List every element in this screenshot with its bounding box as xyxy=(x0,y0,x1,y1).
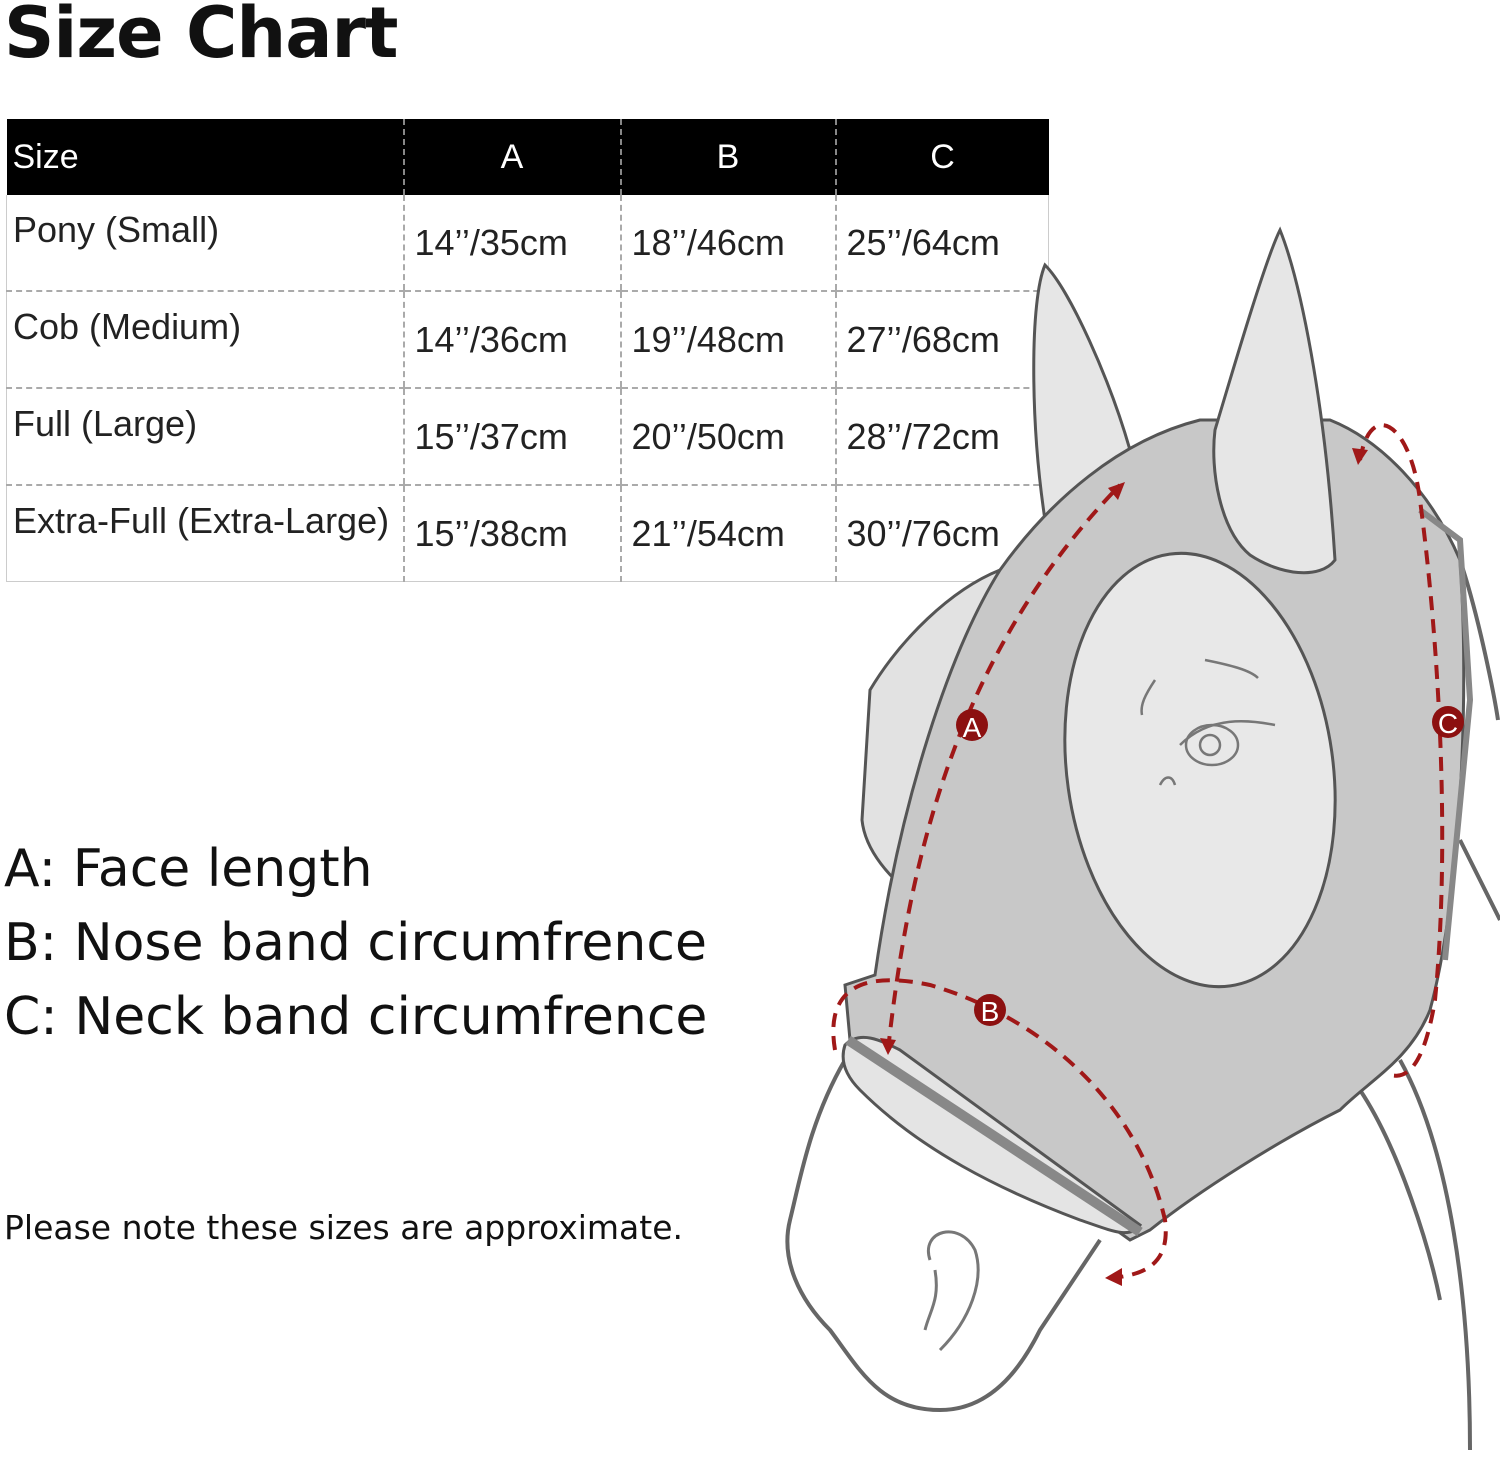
neck-strap xyxy=(1418,507,1474,961)
marker-c: C xyxy=(1432,706,1464,739)
table-header-row: Size A B C xyxy=(6,119,1049,195)
cell-size: Cob (Medium) xyxy=(6,291,404,389)
table-row: Extra-Full (Extra-Large) 15’’/38cm 21’’/… xyxy=(6,485,1049,582)
eye-icon xyxy=(1140,658,1276,786)
cell-a: 14’’/35cm xyxy=(402,195,621,292)
measure-a xyxy=(886,483,1122,1051)
nose-band xyxy=(845,1035,1143,1237)
marker-a: A xyxy=(956,709,988,743)
cell-a: 15’’/37cm xyxy=(402,388,621,486)
cell-b: 19’’/48cm xyxy=(619,291,836,389)
legend-b: B: Nose band circumfrence xyxy=(4,913,707,973)
cell-b: 21’’/54cm xyxy=(619,485,836,582)
horse-mask-diagram: A B C xyxy=(785,226,1500,1451)
svg-text:A: A xyxy=(963,712,982,743)
horse-outline xyxy=(785,559,1500,1451)
table-row: Full (Large) 15’’/37cm 20’’/50cm 28’’/72… xyxy=(6,388,1049,486)
cell-c: 27’’/68cm xyxy=(834,291,1049,389)
cell-a: 15’’/38cm xyxy=(402,485,621,582)
header-c: C xyxy=(834,119,1049,195)
header-size: Size xyxy=(6,119,404,195)
measure-b xyxy=(831,978,1168,1280)
svg-text:B: B xyxy=(981,996,1000,1027)
page-title: Size Chart xyxy=(4,0,398,74)
header-a: A xyxy=(402,119,621,195)
svg-text:C: C xyxy=(1438,708,1458,739)
cell-c: 28’’/72cm xyxy=(834,388,1049,486)
arrow-b-icon xyxy=(1105,1268,1122,1286)
size-table: Size A B C Pony (Small) 14’’/35cm 18’’/4… xyxy=(6,119,1049,582)
table-row: Cob (Medium) 14’’/36cm 19’’/48cm 27’’/68… xyxy=(6,291,1049,389)
cell-size: Full (Large) xyxy=(6,388,404,486)
approximate-note: Please note these sizes are approximate. xyxy=(4,1208,684,1247)
cell-size: Pony (Small) xyxy=(6,195,404,292)
legend-c: C: Neck band circumfrence xyxy=(4,987,708,1047)
arrow-c-icon xyxy=(1352,448,1368,465)
measurement-legend: A: Face length B: Nose band circumfrence… xyxy=(4,832,707,1054)
cell-b: 20’’/50cm xyxy=(619,388,836,486)
ear-right-icon xyxy=(1212,226,1337,575)
ear-left-icon xyxy=(1032,262,1132,523)
legend-a: A: Face length xyxy=(4,839,373,899)
cell-c: 25’’/64cm xyxy=(834,195,1049,292)
arrow-a-bottom-icon xyxy=(880,1038,896,1055)
cell-size: Extra-Full (Extra-Large) xyxy=(6,485,404,582)
arrow-a-top-icon xyxy=(1108,482,1125,500)
eye-mesh xyxy=(1063,551,1337,989)
table-row: Pony (Small) 14’’/35cm 18’’/46cm 25’’/64… xyxy=(6,195,1049,292)
nostril xyxy=(923,1230,980,1352)
marker-b: B xyxy=(974,994,1006,1027)
cell-a: 14’’/36cm xyxy=(402,291,621,389)
header-b: B xyxy=(619,119,836,195)
cell-b: 18’’/46cm xyxy=(619,195,836,292)
